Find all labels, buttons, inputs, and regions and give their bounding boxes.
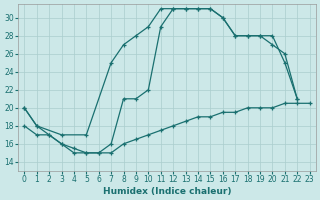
X-axis label: Humidex (Indice chaleur): Humidex (Indice chaleur) — [103, 187, 231, 196]
